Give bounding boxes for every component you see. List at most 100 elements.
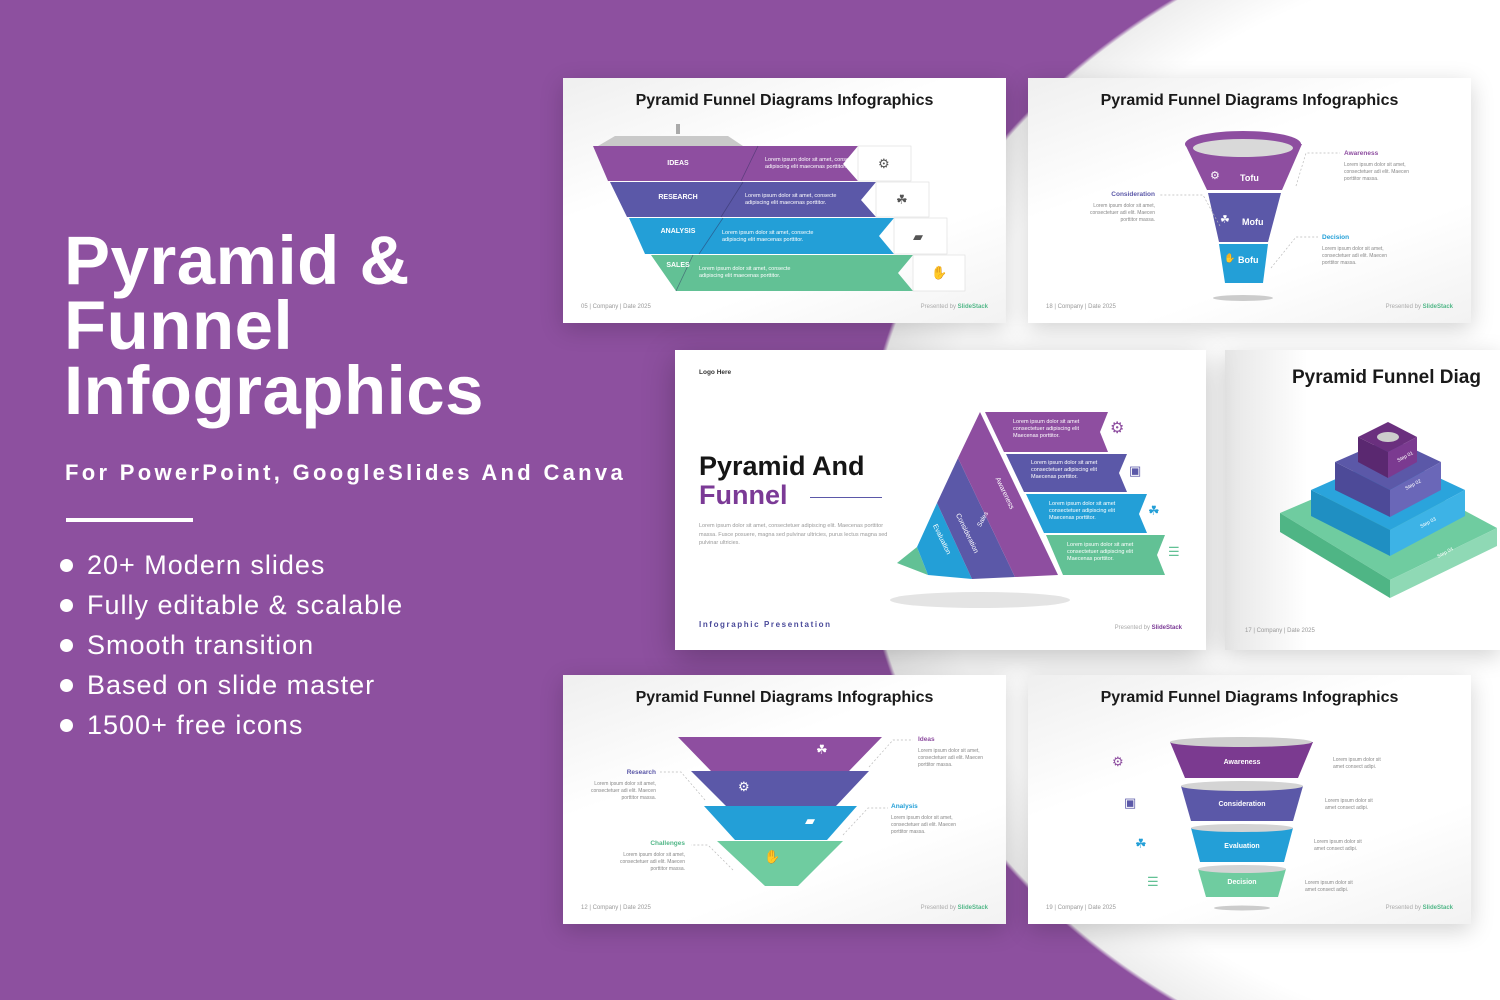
isometric-pyramid-graphic xyxy=(1280,422,1497,598)
stage-label: Awareness xyxy=(1223,759,1261,766)
slide-title: Pyramid Funnel Diagrams Infographics xyxy=(1100,689,1399,706)
presented-by: Presented by SlideStack xyxy=(921,304,988,310)
feature-text: Fully editable & scalable xyxy=(87,590,404,620)
band-text: Lorem ipsum dolor sit amet, consecte adi… xyxy=(699,266,791,279)
feature-item: 20+ Modern slides xyxy=(60,545,403,585)
funnel-stage-consideration xyxy=(1181,786,1303,821)
connector-lines xyxy=(660,739,913,871)
feature-item: Based on slide master xyxy=(60,665,403,705)
handshake-icon: ✋ xyxy=(931,265,948,280)
slide-footer: 19 | Company | Date 2025 xyxy=(1046,905,1116,911)
slide-footer: 18 | Company | Date 2025 xyxy=(1046,304,1116,310)
gear-icon: ⚙ xyxy=(738,779,750,794)
stage-rim xyxy=(1191,824,1293,832)
brand-name: SlideStack xyxy=(957,304,988,310)
slide-preview-triangle-funnel: Pyramid Funnel Diagrams Infographics ☘ ⚙… xyxy=(563,675,1006,924)
brand-name: SlideStack xyxy=(957,905,988,911)
stage-note: Lorem ipsum dolor sit amet consect adipi… xyxy=(1305,880,1353,893)
slide-title: Pyramid Funnel Diagrams Infographics xyxy=(635,689,934,706)
stage-note: Lorem ipsum dolor sit amet consect adipi… xyxy=(1314,839,1362,852)
database-icon: ☰ xyxy=(1147,874,1159,889)
ribbon-text: Lorem ipsum dolor sit amet consectetuer … xyxy=(1031,460,1098,480)
cover-body: Lorem ipsum dolor sit amet, consectetuer… xyxy=(699,523,888,546)
brand-name: SlideStack xyxy=(1422,304,1453,310)
brand-name: SlideStack xyxy=(1422,905,1453,911)
feature-text: Based on slide master xyxy=(87,670,376,700)
presented-prefix: Presented by xyxy=(1385,304,1421,310)
slide-footer: 12 | Company | Date 2025 xyxy=(581,905,651,911)
note-text: Lorem ipsum dolor sit amet, consectetuer… xyxy=(1344,162,1410,182)
icon-box xyxy=(875,181,930,218)
note-title: Research xyxy=(626,769,656,776)
funnel-layer-1 xyxy=(678,737,882,771)
stage-rim xyxy=(1198,865,1286,873)
presented-prefix: Presented by xyxy=(920,905,956,911)
hero-subtitle: For PowerPoint, GoogleSlides And Canva xyxy=(65,460,626,485)
note-text: Lorem ipsum dolor sit amet, consectetuer… xyxy=(1089,203,1155,223)
handshake-icon: ✋ xyxy=(764,849,781,864)
slide-preview-cover: Logo Here Pyramid And Funnel Lorem ipsum… xyxy=(675,350,1206,650)
funnel-top-rim xyxy=(598,136,743,146)
band-text: Lorem ipsum dolor sit amet, consecte adi… xyxy=(745,193,837,206)
presented-prefix: Presented by xyxy=(920,304,956,310)
note-text: Lorem ipsum dolor sit amet, consectetuer… xyxy=(619,852,685,872)
feature-text: 20+ Modern slides xyxy=(87,550,326,580)
strip-evaluation xyxy=(917,503,972,579)
arrow-line xyxy=(810,497,882,498)
funnel-shadow xyxy=(1213,295,1273,301)
note-text: Lorem ipsum dolor sit amet, consectetuer… xyxy=(1322,246,1388,266)
icon-box xyxy=(893,217,948,255)
note-title: Decision xyxy=(1322,234,1350,241)
icon-box xyxy=(857,145,912,182)
ribbon-text: Lorem ipsum dolor sit amet consectetuer … xyxy=(1049,501,1116,521)
bullet-icon xyxy=(60,718,73,732)
note-title: Ideas xyxy=(918,736,935,743)
stage-rim xyxy=(1170,737,1312,747)
step-04-side-left xyxy=(1280,513,1390,598)
strip-awareness xyxy=(958,412,1058,577)
logo-placeholder: Logo Here xyxy=(699,369,732,376)
funnel-stage-mofu xyxy=(1208,193,1281,242)
presented-by: Presented by SlideStack xyxy=(921,905,988,911)
slide-preview-stacked-funnel: Pyramid Funnel Diagrams Infographics Awa… xyxy=(1028,675,1471,924)
bullet-icon xyxy=(60,678,73,692)
band-label: SALES xyxy=(666,262,690,269)
gear-icon: ⚙ xyxy=(1110,420,1125,437)
presented-by: Presented by SlideStack xyxy=(1386,905,1453,911)
funnel-band-research xyxy=(610,182,876,217)
connector-lines xyxy=(1160,152,1340,269)
band-label: RESEARCH xyxy=(658,194,698,201)
presentation-chart-icon: ▣ xyxy=(1129,463,1142,478)
funnel-band-sales xyxy=(651,255,913,291)
bullet-icon xyxy=(60,598,73,612)
slide-preview-layered-funnel: Pyramid Funnel Diagrams Infographics IDE… xyxy=(563,78,1006,323)
stage-label: Decision xyxy=(1227,879,1257,886)
down-arrow-icon xyxy=(676,124,680,134)
stage-rim xyxy=(1181,781,1303,791)
title-line: Infographics xyxy=(64,352,485,429)
cover-footer: Infographic Presentation xyxy=(699,620,832,629)
stage-label: Evaluation xyxy=(1224,843,1260,850)
slide-footer: 05 | Company | Date 2025 xyxy=(581,304,651,310)
people-icon: ☘ xyxy=(1220,214,1230,226)
presented-by: Presented by SlideStack xyxy=(1115,625,1182,631)
strip-consideration xyxy=(937,458,1015,579)
feature-list: 20+ Modern slides Fully editable & scala… xyxy=(60,545,403,745)
handshake-icon: ✋ xyxy=(1224,253,1236,263)
people-icon: ☘ xyxy=(1148,503,1160,518)
bullet-icon xyxy=(60,558,73,572)
step-04-side-right xyxy=(1390,528,1497,598)
folder-icon: ▰ xyxy=(913,229,923,244)
stage-note: Lorem ipsum dolor sit amet consect adipi… xyxy=(1325,798,1373,811)
pyramid-graphic xyxy=(890,412,1165,608)
slide-title: Pyramid Funnel Diagrams Infographics xyxy=(635,92,934,109)
note-title: Challenges xyxy=(650,840,685,847)
gear-icon: ⚙ xyxy=(1210,170,1220,182)
presented-prefix: Presented by xyxy=(1114,625,1150,631)
gear-icon: ⚙ xyxy=(1112,754,1124,769)
feature-item: Fully editable & scalable xyxy=(60,585,403,625)
hero-title: Pyramid & Funnel Infographics xyxy=(64,226,485,429)
note-text: Lorem ipsum dolor sit amet, consectetuer… xyxy=(891,815,957,835)
stage-label: Consideration xyxy=(1218,801,1266,808)
funnel-layer-2 xyxy=(691,771,869,806)
